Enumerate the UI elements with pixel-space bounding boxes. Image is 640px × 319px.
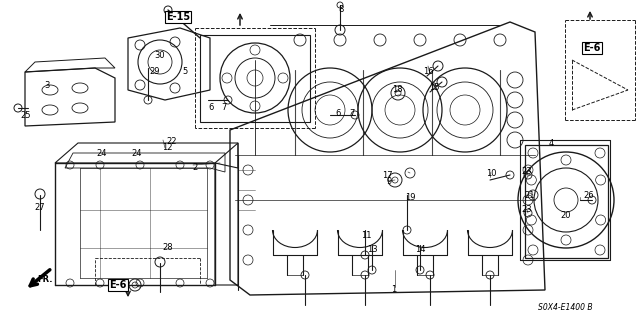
Text: 18: 18 (392, 85, 403, 93)
Text: 15: 15 (429, 83, 439, 92)
Text: 19: 19 (404, 194, 415, 203)
Text: 27: 27 (35, 204, 45, 212)
Text: 24: 24 (97, 149, 108, 158)
Text: 21: 21 (525, 190, 535, 199)
Text: 30: 30 (155, 50, 165, 60)
Text: E-15: E-15 (166, 12, 190, 22)
Text: 17: 17 (381, 172, 392, 181)
Text: 14: 14 (415, 244, 425, 254)
Text: 4: 4 (548, 138, 554, 147)
Text: 24: 24 (132, 149, 142, 158)
Text: 6: 6 (208, 103, 214, 113)
Text: 25: 25 (20, 110, 31, 120)
Text: 5: 5 (182, 68, 188, 77)
Text: 22: 22 (167, 137, 177, 146)
Text: 29: 29 (150, 68, 160, 77)
Text: 26: 26 (584, 190, 595, 199)
Text: FR.: FR. (37, 275, 52, 284)
Text: 6: 6 (335, 108, 340, 117)
Text: 2: 2 (193, 162, 198, 172)
Text: 23: 23 (522, 205, 532, 214)
Text: 9: 9 (387, 176, 392, 186)
Text: 20: 20 (561, 211, 572, 219)
Text: 28: 28 (163, 242, 173, 251)
Text: S0X4-E1400 B: S0X4-E1400 B (538, 302, 592, 311)
Text: E-6: E-6 (583, 43, 601, 53)
Text: 13: 13 (367, 244, 378, 254)
Text: 10: 10 (486, 169, 496, 179)
Text: 8: 8 (339, 4, 344, 13)
Text: E-6: E-6 (109, 280, 127, 290)
Text: 16: 16 (422, 68, 433, 77)
Text: 12: 12 (162, 144, 172, 152)
Text: 7: 7 (349, 108, 355, 117)
Text: 23: 23 (522, 167, 532, 176)
Text: 3: 3 (44, 81, 50, 91)
Text: 11: 11 (361, 232, 371, 241)
Text: 1: 1 (392, 285, 397, 293)
Text: 7: 7 (221, 103, 227, 113)
